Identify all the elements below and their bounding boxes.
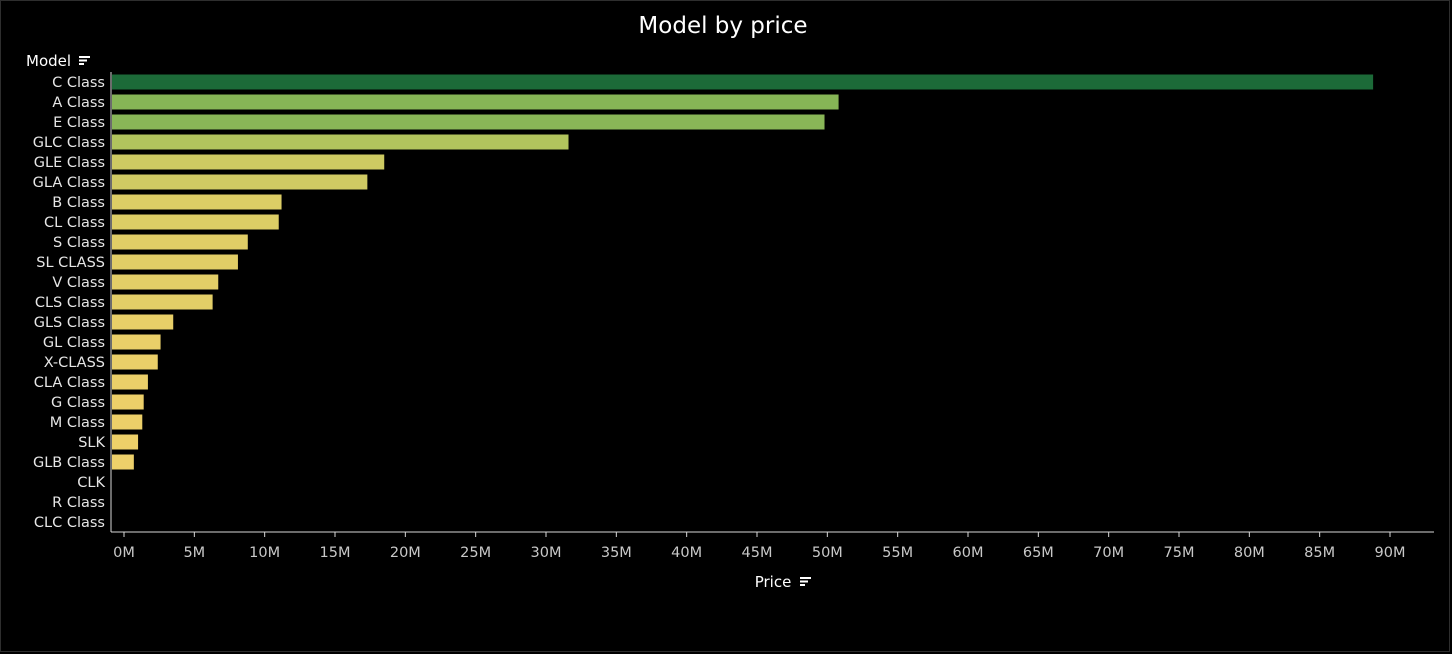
category-label[interactable]: SLK	[78, 435, 105, 451]
x-axis-title: Price	[755, 573, 792, 591]
tick-label: 70M	[1093, 545, 1124, 561]
bar[interactable]	[112, 214, 279, 230]
tick-label: 85M	[1304, 545, 1335, 561]
category-label[interactable]: GLC Class	[33, 135, 105, 151]
category-label[interactable]: M Class	[50, 415, 105, 431]
bar[interactable]	[112, 254, 238, 270]
bar[interactable]	[112, 434, 139, 450]
bar[interactable]	[112, 374, 148, 390]
tick-label: 5M	[183, 545, 205, 561]
tick-label: 20M	[390, 545, 421, 561]
tick-label: 75M	[1164, 545, 1195, 561]
bar[interactable]	[112, 74, 1374, 90]
tick-label: 10M	[249, 545, 280, 561]
category-label[interactable]: GLS Class	[34, 315, 105, 331]
tick-label: 0M	[113, 545, 135, 561]
bar[interactable]	[112, 334, 161, 350]
tick-label: 50M	[812, 545, 843, 561]
bar[interactable]	[112, 314, 174, 330]
bars-layer	[112, 74, 1374, 470]
category-label[interactable]: A Class	[52, 95, 105, 111]
category-label[interactable]: CL Class	[44, 215, 105, 231]
tick-label: 40M	[671, 545, 702, 561]
sort-icon[interactable]	[800, 577, 811, 586]
tick-label: 30M	[531, 545, 562, 561]
bar[interactable]	[112, 274, 219, 290]
tick-label: 25M	[460, 545, 491, 561]
category-label[interactable]: CLA Class	[34, 375, 105, 391]
category-label[interactable]: CLK	[77, 475, 105, 491]
category-label[interactable]: GLB Class	[33, 455, 105, 471]
category-label[interactable]: GL Class	[43, 335, 105, 351]
y-axis-title: Model	[26, 52, 71, 70]
bar[interactable]	[112, 414, 143, 430]
tick-label: 90M	[1375, 545, 1406, 561]
bar[interactable]	[112, 94, 839, 110]
category-label[interactable]: G Class	[51, 395, 105, 411]
tick-label: 60M	[953, 545, 984, 561]
x-axis-ticks: 0M 5M 10M 15M 20M 25M 30M 35M 40M 45M 50M 55M 60M 65M…	[113, 532, 1405, 561]
tick-label: 80M	[1234, 545, 1265, 561]
category-label[interactable]: V Class	[52, 275, 105, 291]
bar[interactable]	[112, 114, 825, 130]
bar[interactable]	[112, 454, 134, 470]
category-label[interactable]: GLA Class	[33, 175, 105, 191]
category-label[interactable]: X-CLASS	[44, 355, 105, 371]
tick-label: 15M	[320, 545, 351, 561]
category-label[interactable]: SL CLASS	[36, 255, 105, 271]
bar[interactable]	[112, 174, 368, 190]
tick-label: 45M	[742, 545, 773, 561]
bar[interactable]	[112, 234, 248, 250]
bar[interactable]	[112, 354, 158, 370]
category-label[interactable]: GLE Class	[34, 155, 105, 171]
chart-title: Model by price	[638, 13, 807, 39]
tick-label: 55M	[882, 545, 913, 561]
x-field-header[interactable]: Price	[755, 573, 811, 591]
category-label[interactable]: R Class	[52, 495, 105, 511]
category-label[interactable]: CLS Class	[35, 295, 105, 311]
tick-label: 35M	[601, 545, 632, 561]
bar[interactable]	[112, 194, 282, 210]
y-field-header[interactable]: Model	[26, 52, 90, 70]
category-label[interactable]: E Class	[53, 115, 105, 131]
sort-icon[interactable]	[79, 56, 90, 65]
bar[interactable]	[112, 394, 144, 410]
category-label[interactable]: S Class	[53, 235, 105, 251]
bar[interactable]	[112, 294, 213, 310]
category-label[interactable]: C Class	[52, 75, 105, 91]
bar[interactable]	[112, 134, 569, 150]
tick-label: 65M	[1023, 545, 1054, 561]
bar[interactable]	[112, 154, 385, 170]
category-label[interactable]: B Class	[52, 195, 105, 211]
category-label[interactable]: CLC Class	[34, 515, 105, 531]
category-labels: C Class A Class E Class GLC Class GLE Class G…	[33, 75, 106, 531]
